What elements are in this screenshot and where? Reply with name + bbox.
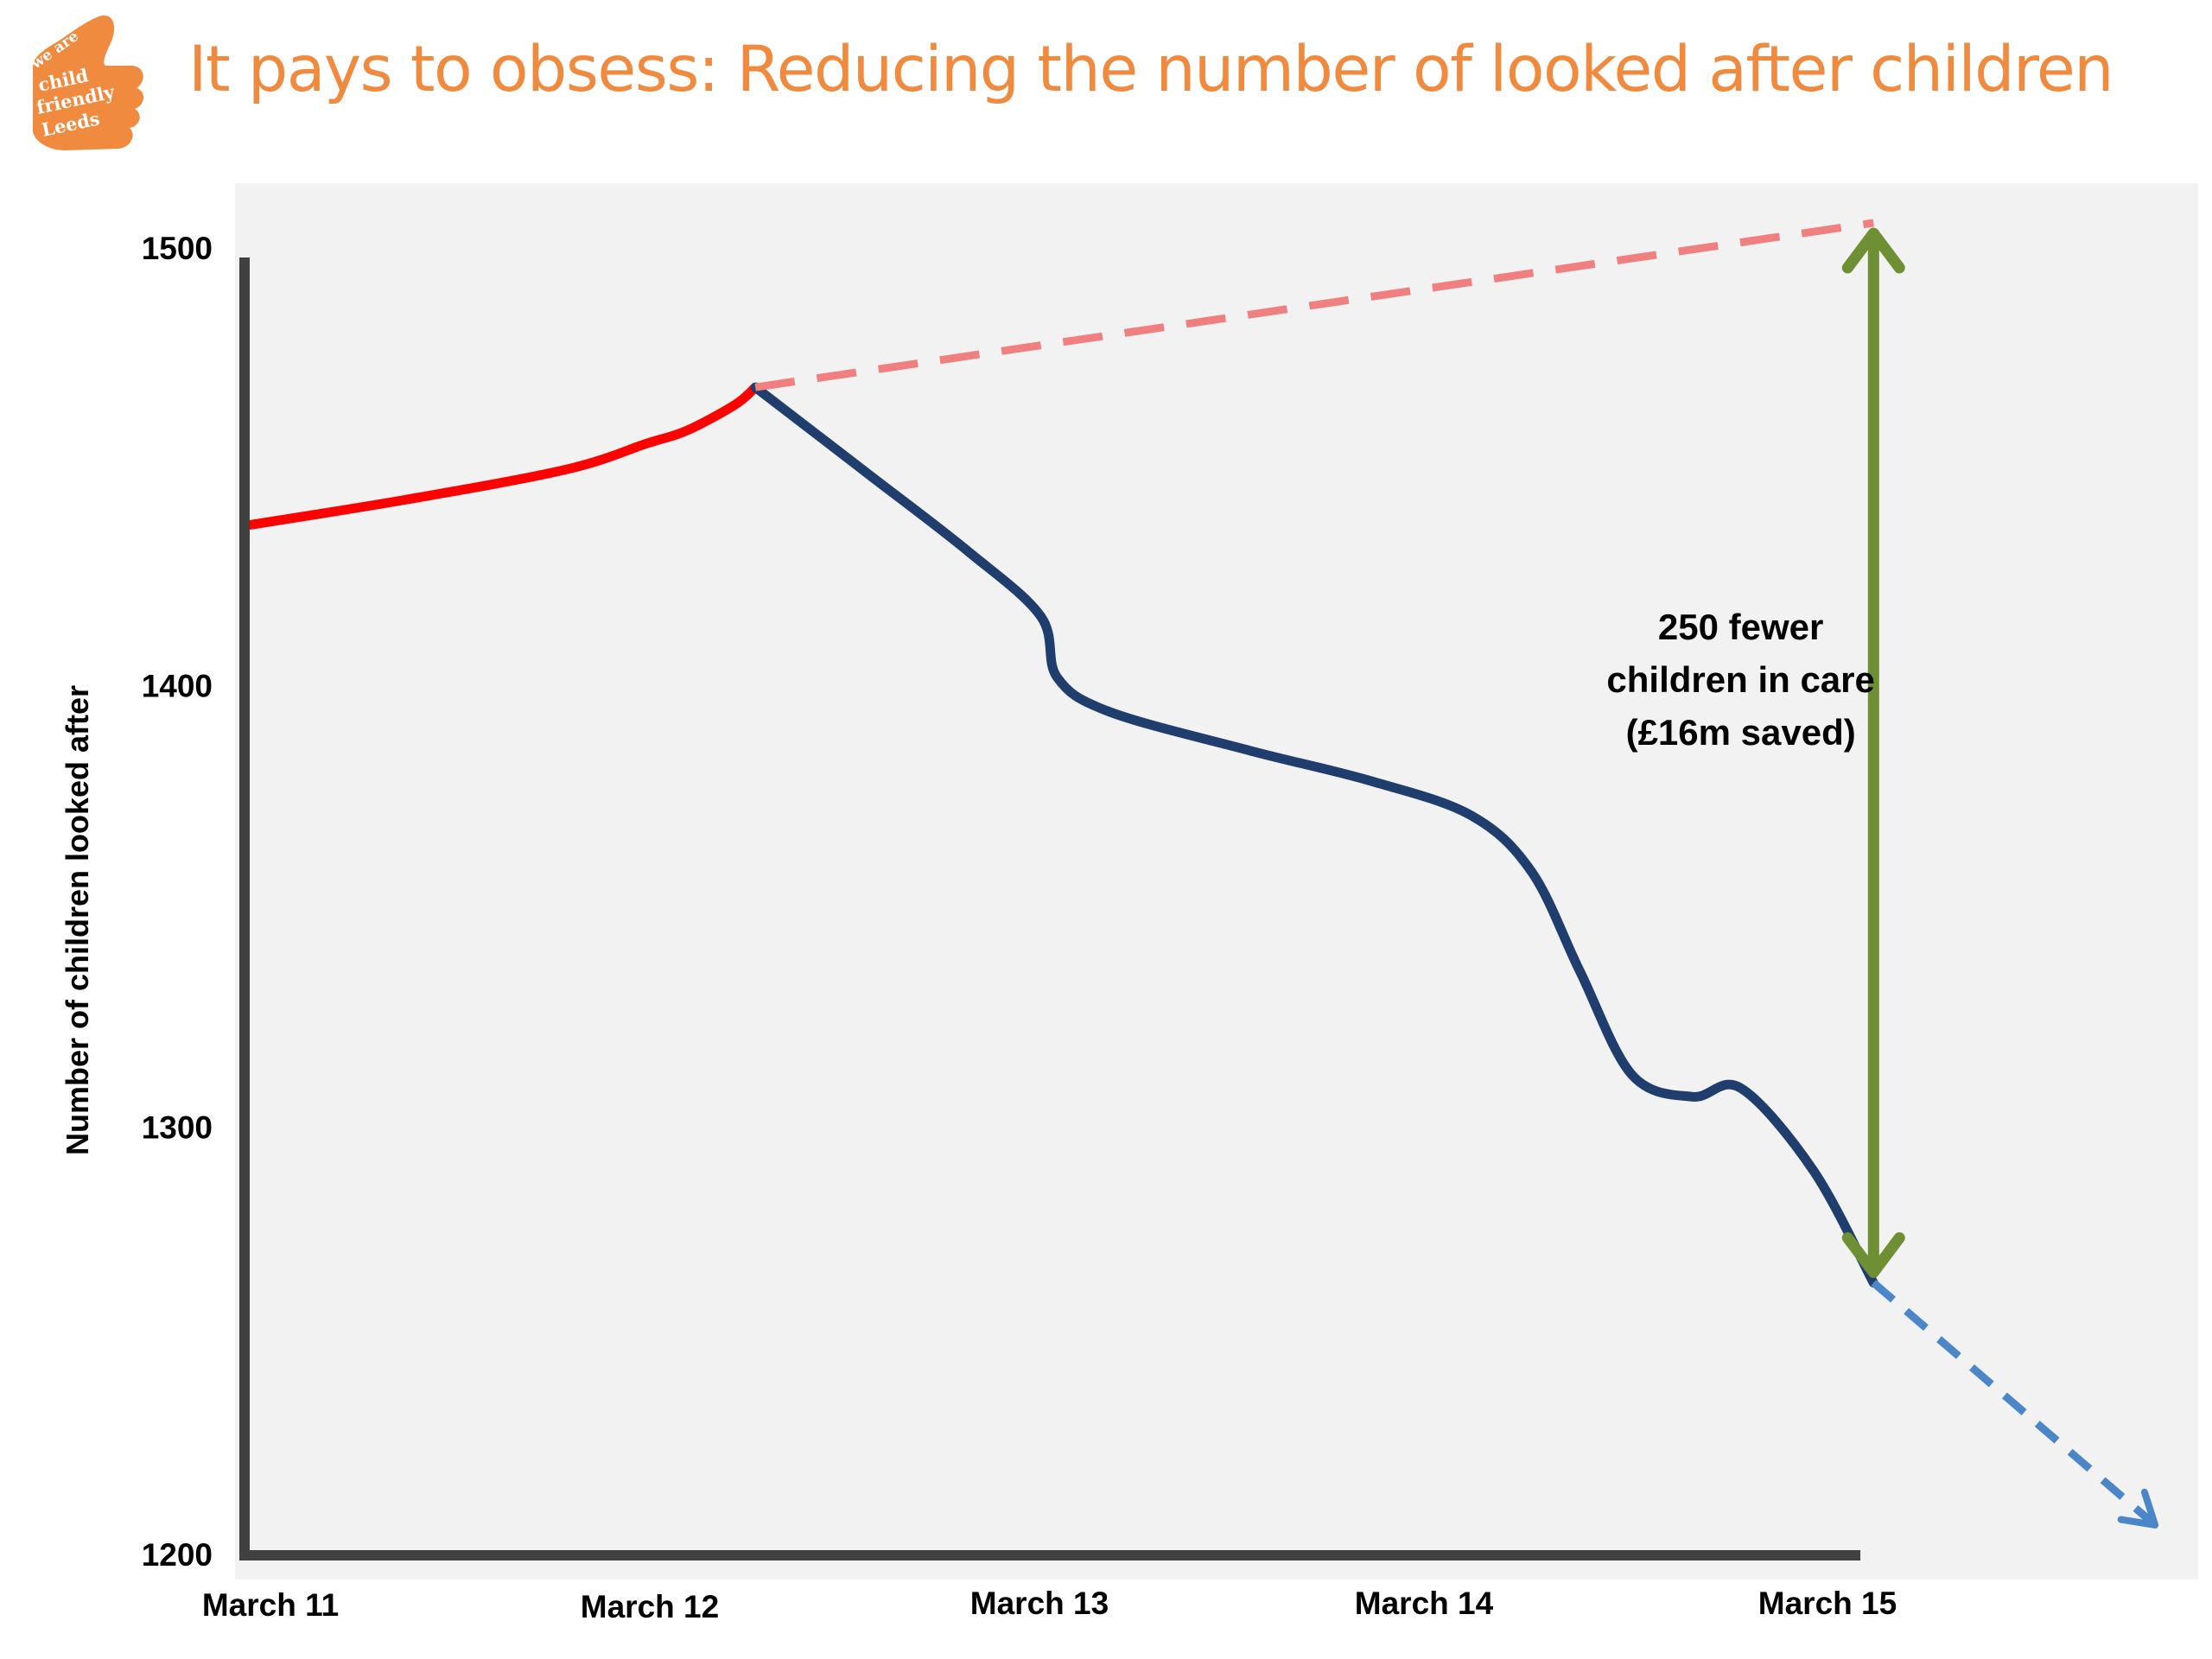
plot-background [235,183,2198,1580]
logo: we are child friendly Leeds [16,12,145,155]
label-layer: 1200 1300 1400 1500 March 11 March 12 March 13… [60,231,1897,1624]
y-tick-label: 1400 [142,669,213,704]
x-tick-label: March 11 [202,1587,339,1623]
y-tick-label: 1500 [142,231,213,266]
x-tick-label: March 13 [970,1586,1109,1621]
y-tick-label: 1300 [142,1109,213,1145]
series-line-0 [239,382,760,531]
annotation-text-line: (£16m saved) [1626,712,1856,753]
y-tick-label: 1200 [142,1537,213,1573]
annotation-layer: 250 fewer children in care (£16m saved) [1606,227,1905,1279]
savings-arrow-head-bottom [1841,1232,1905,1279]
axis-layer [239,257,1860,1560]
x-tick-label: March 15 [1758,1586,1897,1621]
projection-line-3 [1871,1280,2158,1529]
series-line-1 [750,382,1878,1288]
thumbs-up-icon: we are child friendly Leeds [28,15,144,150]
projection-line-2 [754,219,1874,391]
projection-arrowhead [2117,1488,2159,1529]
annotation-text-line: children in care [1606,659,1874,700]
savings-arrow-head-top [1841,227,1905,274]
page-title: It pays to obsess: Reducing the number o… [188,33,2114,106]
y-axis-title: Number of children looked after [60,685,95,1155]
x-tick-label: March 14 [1355,1586,1494,1621]
annotation-text-line: 250 fewer [1658,607,1823,647]
series-layer [239,219,2159,1529]
x-tick-label: March 12 [581,1589,719,1624]
